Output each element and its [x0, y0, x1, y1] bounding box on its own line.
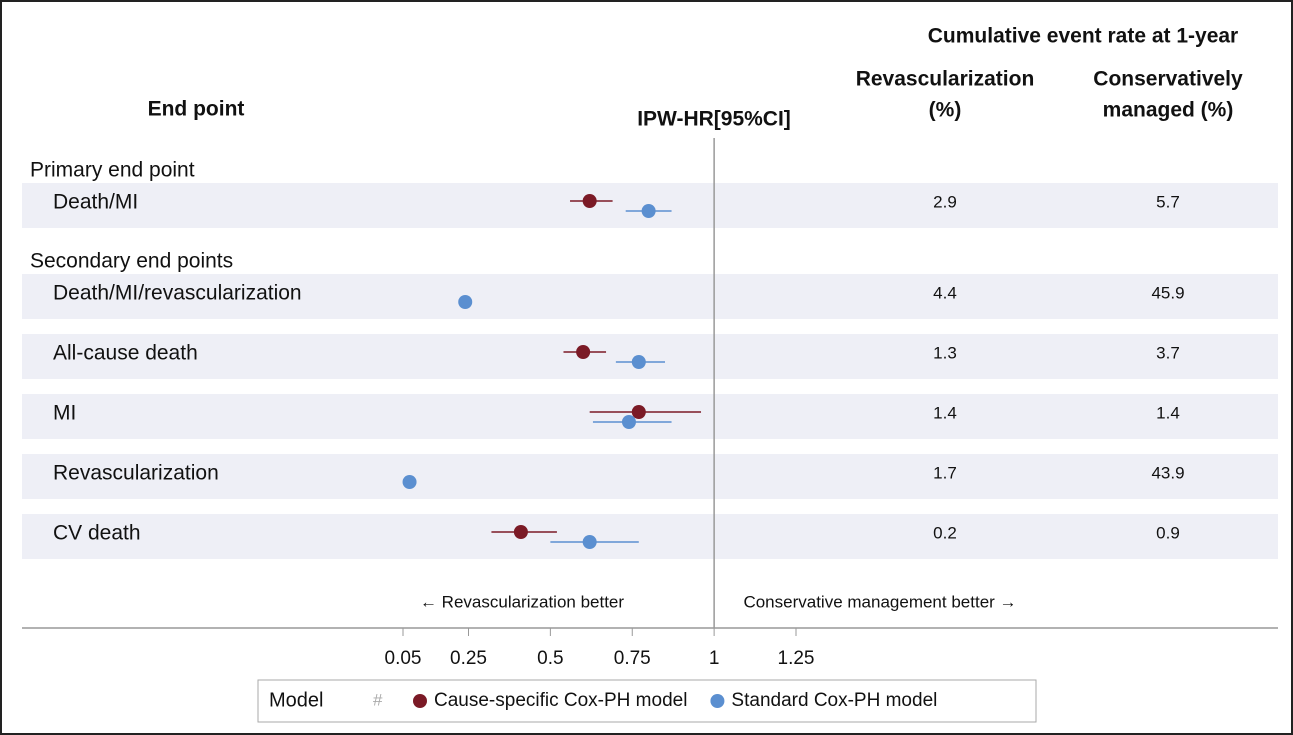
rate-value: 2.9: [933, 192, 957, 211]
column-header: managed (%): [1103, 99, 1234, 122]
row-band: [22, 514, 1278, 559]
row-band: [22, 334, 1278, 379]
group-label: Primary end point: [30, 159, 195, 182]
row-label: Death/MI/revascularization: [53, 282, 302, 305]
row-label: MI: [53, 402, 76, 425]
column-header: Conservatively: [1093, 68, 1243, 91]
rate-value: 5.7: [1156, 192, 1180, 211]
row-band: [22, 274, 1278, 319]
rate-value: 1.3: [933, 343, 957, 362]
legend-marker: [710, 694, 725, 708]
rate-value: 0.2: [933, 523, 957, 542]
point-estimate: [576, 345, 591, 359]
endpoint-header: End point: [148, 98, 245, 121]
rate-value: 45.9: [1151, 283, 1184, 302]
point-estimate: [582, 535, 597, 549]
row-label: Revascularization: [53, 462, 219, 485]
legend-label: Standard Cox-PH model: [731, 690, 937, 711]
legend-marker: [413, 694, 427, 708]
point-estimate: [402, 475, 417, 489]
column-header: (%): [929, 99, 962, 122]
rate-value: 1.4: [933, 403, 957, 422]
x-tick-label: 0.25: [450, 648, 487, 669]
x-tick-label: 1.25: [778, 648, 815, 669]
row-label: All-cause death: [53, 342, 198, 365]
x-tick-label: 0.75: [614, 648, 651, 669]
point-estimate: [641, 204, 656, 218]
right-direction-label: Conservative management better →: [743, 592, 1016, 611]
row-band: [22, 394, 1278, 439]
rate-value: 1.7: [933, 463, 957, 482]
left-direction-label: ← Revascularization better: [420, 592, 624, 611]
x-tick-label: 0.5: [537, 648, 563, 669]
row-band: [22, 454, 1278, 499]
point-estimate: [631, 355, 646, 369]
legend-box: [257, 679, 1037, 723]
rate-value: 1.4: [1156, 403, 1180, 422]
rate-value: 0.9: [1156, 523, 1180, 542]
estimate-header: IPW-HR[95%CI]: [637, 108, 791, 131]
legend-title: Model: [269, 689, 323, 711]
point-estimate: [582, 194, 597, 208]
point-estimate: [458, 295, 473, 309]
x-tick-label: 0.05: [385, 648, 422, 669]
legend-label: Cause-specific Cox-PH model: [434, 690, 687, 711]
x-tick-label: 1: [709, 648, 720, 669]
row-label: CV death: [53, 522, 141, 545]
point-estimate: [513, 525, 528, 539]
point-estimate: [621, 415, 636, 429]
point-estimate: [631, 405, 646, 419]
column-header: Revascularization: [856, 68, 1035, 91]
rates-header: Cumulative event rate at 1-year: [928, 25, 1238, 48]
row-label: Death/MI: [53, 191, 138, 214]
rate-value: 3.7: [1156, 343, 1180, 362]
legend-symbol: #: [373, 690, 383, 709]
rate-value: 4.4: [933, 283, 957, 302]
rate-value: 43.9: [1151, 463, 1184, 482]
group-label: Secondary end points: [30, 250, 233, 273]
